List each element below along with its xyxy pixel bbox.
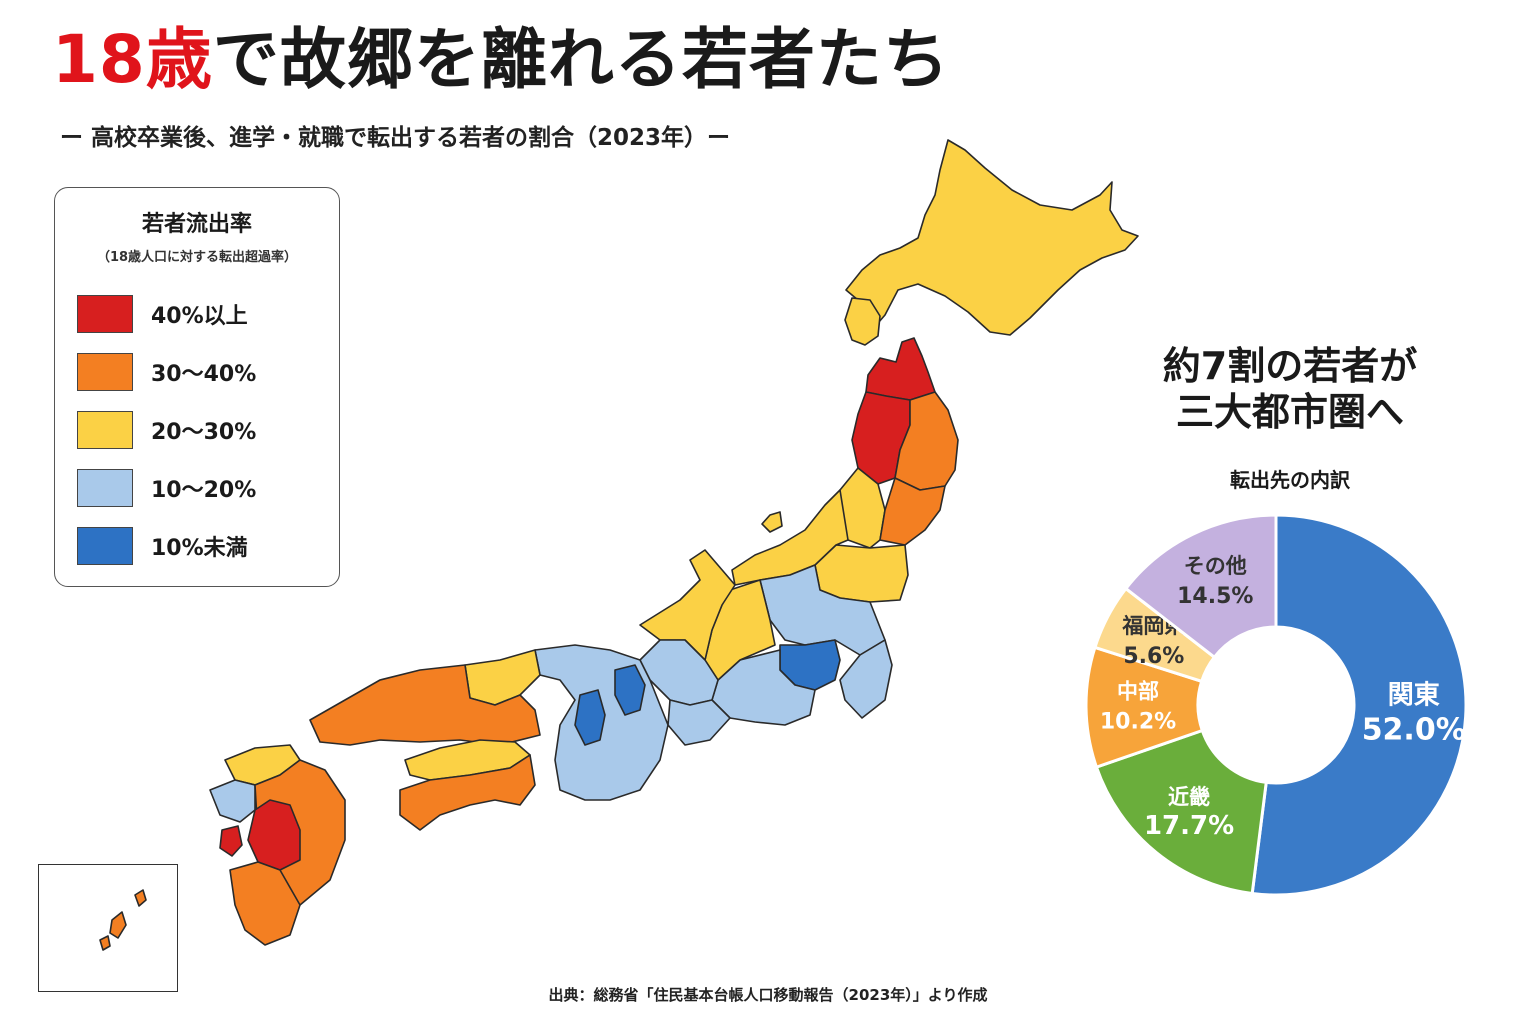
source-note: 出典：総務省「住民基本台帳人口移動報告（2023年）」より作成 bbox=[548, 986, 988, 1004]
legend-title: 若者流出率 bbox=[141, 212, 252, 237]
legend-label: 20〜30% bbox=[151, 420, 257, 445]
region-chugoku bbox=[309, 664, 541, 746]
region-okinawa-small bbox=[134, 889, 147, 907]
legend-item: 10%未満 bbox=[77, 526, 248, 566]
donut-heading: 約7割の若者が 三大都市圏へ bbox=[1100, 344, 1480, 435]
region-fukuoka bbox=[209, 779, 256, 823]
region-kagoshima bbox=[229, 861, 301, 946]
legend-label: 10〜20% bbox=[151, 478, 257, 503]
donut-caption: 転出先の内訳 bbox=[1230, 468, 1350, 492]
region-okinawa-small2 bbox=[99, 935, 111, 951]
legend-label: 10%未満 bbox=[151, 536, 248, 561]
region-chiba bbox=[839, 639, 893, 719]
region-osaka bbox=[574, 689, 606, 746]
donut-heading-line1: 約7割の若者が bbox=[1162, 344, 1418, 388]
page-title: 18歳で故郷を離れる若者たち bbox=[52, 22, 950, 98]
region-kumamoto bbox=[247, 799, 301, 871]
title-accent: 18歳 bbox=[52, 21, 213, 98]
region-okinawa bbox=[109, 911, 127, 939]
region-shiga bbox=[614, 664, 646, 716]
legend-swatch bbox=[77, 295, 133, 333]
legend-label: 30〜40% bbox=[151, 362, 257, 387]
region-miyagi bbox=[879, 477, 946, 546]
legend-subtitle: （18歳人口に対する転出超過率） bbox=[96, 250, 298, 265]
legend-item: 40%以上 bbox=[77, 294, 248, 334]
legend-swatch bbox=[77, 469, 133, 507]
legend-item: 20〜30% bbox=[77, 410, 256, 450]
region-hokkaido bbox=[845, 139, 1139, 336]
region-oshima bbox=[844, 297, 881, 346]
region-aomori bbox=[865, 337, 936, 401]
legend-swatch bbox=[77, 411, 133, 449]
legend-item: 30〜40% bbox=[77, 352, 256, 392]
region-sado bbox=[761, 511, 783, 533]
okinawa-inset-frame bbox=[38, 864, 178, 992]
legend-swatch bbox=[77, 353, 133, 391]
donut-heading-line2: 三大都市圏へ bbox=[1175, 389, 1404, 434]
region-tottori bbox=[464, 649, 541, 706]
legend-item: 10〜20% bbox=[77, 468, 256, 508]
title-rest: で故郷を離れる若者たち bbox=[212, 21, 950, 98]
region-aichi bbox=[667, 699, 731, 746]
legend-swatch bbox=[77, 527, 133, 565]
map-legend: 若者流出率 （18歳人口に対する転出超過率） 40%以上 30〜40% 20〜3… bbox=[54, 187, 340, 587]
region-nagasaki bbox=[219, 825, 243, 857]
legend-label: 40%以上 bbox=[151, 304, 248, 329]
region-shikoku-south bbox=[399, 754, 536, 831]
page-subtitle: ー 高校卒業後、進学・就職で転出する若者の割合（2023年）ー bbox=[60, 125, 731, 151]
